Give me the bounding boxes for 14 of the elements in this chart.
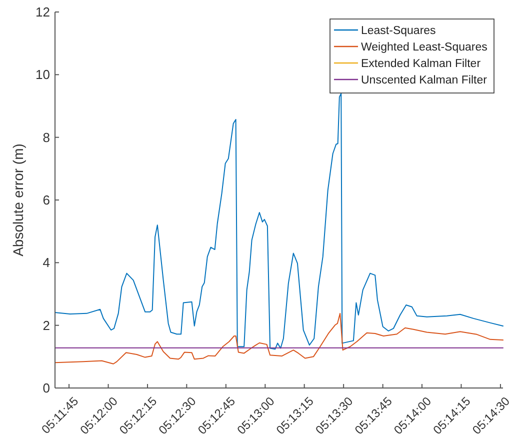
y-tick-label: 0 [42,380,50,396]
legend-label: Unscented Kalman Filter [361,74,488,87]
legend-label: Extended Kalman Filter [361,58,481,70]
y-tick-label: 12 [36,4,50,20]
y-tick-label: 8 [42,130,50,145]
legend-label: Least-Squares [361,25,436,38]
line-series [54,92,504,350]
y-tick-label: 2 [42,318,50,333]
y-tick-label: 10 [36,67,50,82]
y-axis-title: Absolute error (m) [10,144,26,256]
line-series [54,312,504,364]
y-tick-label: 6 [42,192,50,208]
legend-label: Weighted Least-Squares [361,42,488,54]
y-tick-label: 4 [42,255,50,270]
